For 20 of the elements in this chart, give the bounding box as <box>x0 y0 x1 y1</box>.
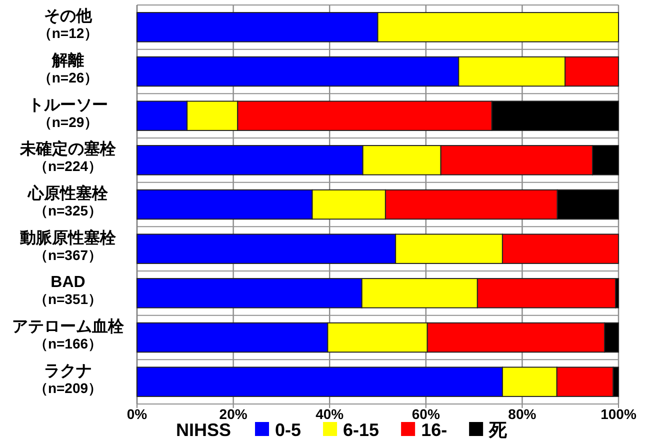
x-tick-label: 60% <box>412 406 440 422</box>
x-tick-label: 40% <box>316 406 344 422</box>
y-tick-label: トルーソー（n=29） <box>28 96 108 130</box>
x-tick-label: 100% <box>600 406 637 422</box>
x-tick-label: 80% <box>508 406 537 422</box>
legend-label: 6-15 <box>343 420 380 440</box>
y-tick-label: 未確定の塞栓（n=224） <box>19 139 117 174</box>
y-tick-label: アテローム血栓（n=166） <box>12 318 125 352</box>
y-tick-label: 動脈原性塞栓（n=367） <box>19 228 117 263</box>
y-tick-label: BAD（n=351） <box>34 274 102 308</box>
y-tick-label: 解離（n=26） <box>38 52 98 86</box>
legend-label: 16- <box>421 420 448 440</box>
y-tick-label: 心原性塞栓（n=325） <box>27 184 109 218</box>
x-tick-label: 20% <box>219 406 248 422</box>
x-tick-label: 0% <box>126 406 148 422</box>
y-tick-label: その他（n=12） <box>38 7 98 42</box>
y-tick-label: ラクナ（n=209） <box>34 362 102 396</box>
series-label: 0-5 <box>275 420 302 440</box>
legend-label: 死 <box>488 420 508 440</box>
legend-title: NIHSS <box>176 420 232 440</box>
